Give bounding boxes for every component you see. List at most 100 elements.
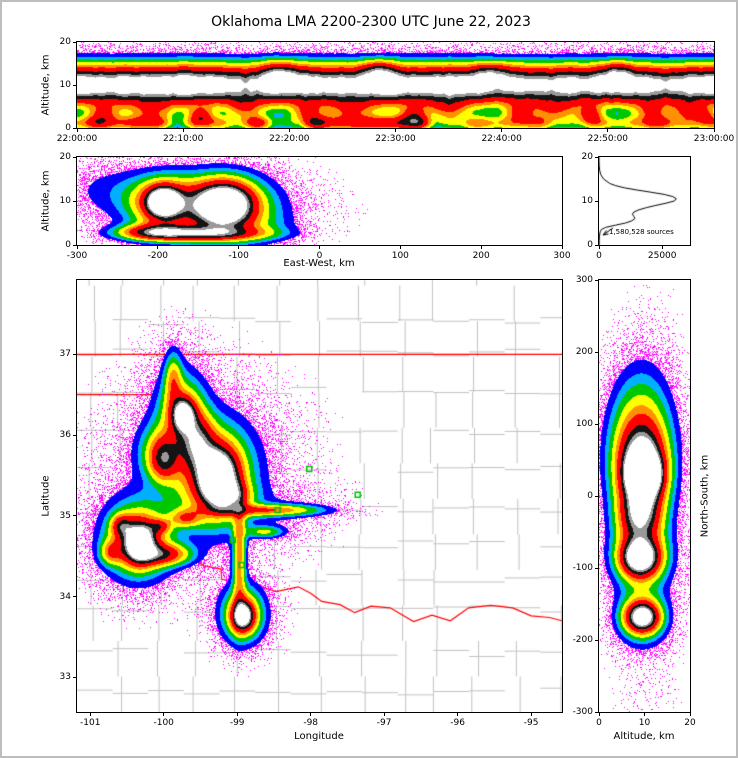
y-tick-label: 10 [59,80,71,90]
x-tick [236,712,238,716]
x-tick [607,128,609,132]
x-tick [76,245,78,249]
y-tick-label: 10 [581,196,593,206]
y-tick [595,351,599,353]
y-tick-label: -300 [572,707,593,717]
x-tick [713,128,715,132]
y-tick [595,279,599,281]
y-tick-label: 20 [581,152,593,162]
x-tick [89,712,91,716]
x-tick-label: 0 [596,251,602,261]
north-south-ylabel: North-South, km [699,454,711,538]
y-tick-label: 0 [65,123,71,133]
y-tick [73,353,77,355]
y-tick-label: 36 [59,430,71,441]
y-tick [73,127,77,129]
x-tick-label: -100 [153,718,174,728]
x-tick [501,128,503,132]
source-count-annotation: 1,580,528 sources [609,228,674,236]
y-tick-label: 20 [59,152,71,162]
altitude-histogram-panel [598,156,691,246]
x-tick-label: -98 [303,718,319,728]
north-south-xlabel: Altitude, km [613,731,675,742]
x-tick [399,245,401,249]
x-tick [383,712,385,716]
y-tick [73,434,77,436]
x-tick [310,712,312,716]
x-tick [238,245,240,249]
x-tick-label: 23:00:00 [693,134,735,144]
north-south-altitude-panel [598,279,691,713]
x-tick-label: -100 [228,251,249,261]
x-tick-label: 25000 [647,251,677,261]
x-tick [689,712,691,716]
y-tick [595,567,599,569]
figure-title: Oklahoma LMA 2200-2300 UTC June 22, 2023 [211,14,531,30]
y-tick [595,423,599,425]
x-tick [561,245,563,249]
x-tick [530,712,532,716]
y-tick-label: 33 [59,672,71,683]
x-tick [457,712,459,716]
y-tick [595,200,599,202]
y-tick [73,156,77,158]
map-xlabel: Longitude [294,731,344,742]
x-tick-label: -96 [450,718,465,728]
y-tick-label: -100 [572,563,593,573]
x-tick-label: -300 [66,251,88,261]
y-tick-label: 20 [59,37,71,47]
x-tick-label: -200 [147,251,169,261]
x-tick-label: 0 [596,718,602,728]
x-tick-label: 22:10:00 [162,134,204,144]
x-tick-label: 10 [638,718,651,728]
y-tick [73,515,77,517]
y-tick [73,596,77,598]
x-tick [598,245,600,249]
x-tick-label: 300 [553,251,571,261]
y-tick [73,200,77,202]
x-tick-label: 0 [316,251,323,261]
time-height-density-panel [76,41,715,129]
y-tick [73,41,77,43]
x-tick-label: 22:20:00 [269,134,310,144]
y-tick-label: 0 [587,240,593,250]
east-west-altitude-panel [76,156,563,246]
y-tick [73,244,77,246]
y-tick [595,244,599,246]
y-tick-label: 0 [587,491,593,501]
x-tick [163,712,165,716]
y-tick-label: 34 [59,591,71,602]
x-tick [395,128,396,132]
x-tick [319,245,320,249]
y-tick [595,156,599,158]
x-tick-label: 20 [684,718,696,728]
x-tick [598,712,600,716]
y-tick [595,495,599,497]
x-tick-label: 22:30:00 [375,134,416,144]
x-tick-label: 22:50:00 [587,134,629,144]
x-tick-label: -97 [376,718,392,728]
x-tick-label: 22:40:00 [481,134,522,144]
y-tick-label: 200 [575,347,593,357]
x-tick-label: 22:00:00 [56,134,98,144]
y-tick-label: 10 [59,196,71,206]
y-tick [73,84,77,86]
east-west-xlabel: East-West, km [283,258,355,269]
x-tick [76,128,78,132]
x-tick [157,245,159,249]
y-tick-label: -200 [572,635,593,645]
y-tick-label: 0 [65,240,71,250]
x-tick-label: 100 [391,251,409,261]
x-tick [480,245,482,249]
y-tick-label: 35 [59,510,71,521]
x-tick [288,128,290,132]
plan-view-map-panel [76,279,563,713]
x-tick-label: -95 [523,718,539,728]
y-tick [595,711,599,713]
y-tick [73,676,77,678]
x-tick [661,245,663,249]
x-tick [182,128,184,132]
x-tick [644,712,645,716]
y-tick-label: 100 [575,419,593,429]
